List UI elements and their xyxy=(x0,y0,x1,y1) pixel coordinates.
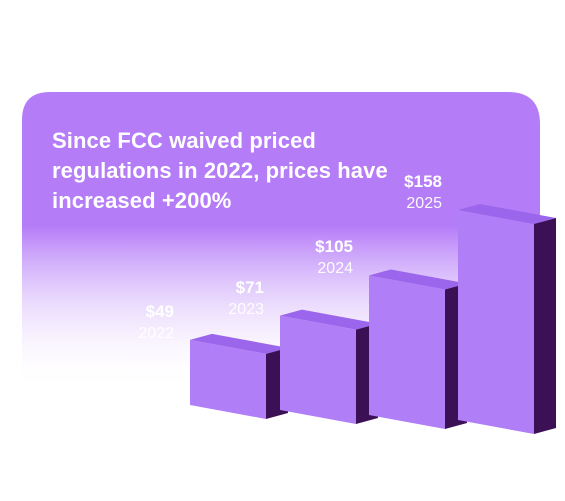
bars-group xyxy=(190,204,556,434)
bar-top-2023 xyxy=(280,309,378,330)
bar-value-label-2025: $158 xyxy=(404,172,442,191)
bar-year-label-2023: 2023 xyxy=(228,300,264,318)
bar-front-2022 xyxy=(190,339,266,419)
bar-top-2024 xyxy=(369,269,467,290)
bar-front-2024 xyxy=(369,275,445,429)
bar-front-2025 xyxy=(458,210,534,434)
bar-value-label-2024: $105 xyxy=(315,237,353,257)
chart-title: Since FCC waived priced regulations in 2… xyxy=(52,128,388,213)
bar-top-2022 xyxy=(190,333,288,354)
bar-front-2023 xyxy=(280,315,356,424)
bar-top-2025 xyxy=(458,204,556,224)
bar-value-label-2022: $49 xyxy=(145,301,174,321)
bar-side-2025 xyxy=(534,218,556,434)
bar-year-label-2024: 2024 xyxy=(317,260,353,278)
bar-year-label-2025: 2025 xyxy=(406,195,442,212)
bar-year-label-2022: 2022 xyxy=(138,324,174,342)
bar-value-label-2023: $71 xyxy=(235,277,264,297)
